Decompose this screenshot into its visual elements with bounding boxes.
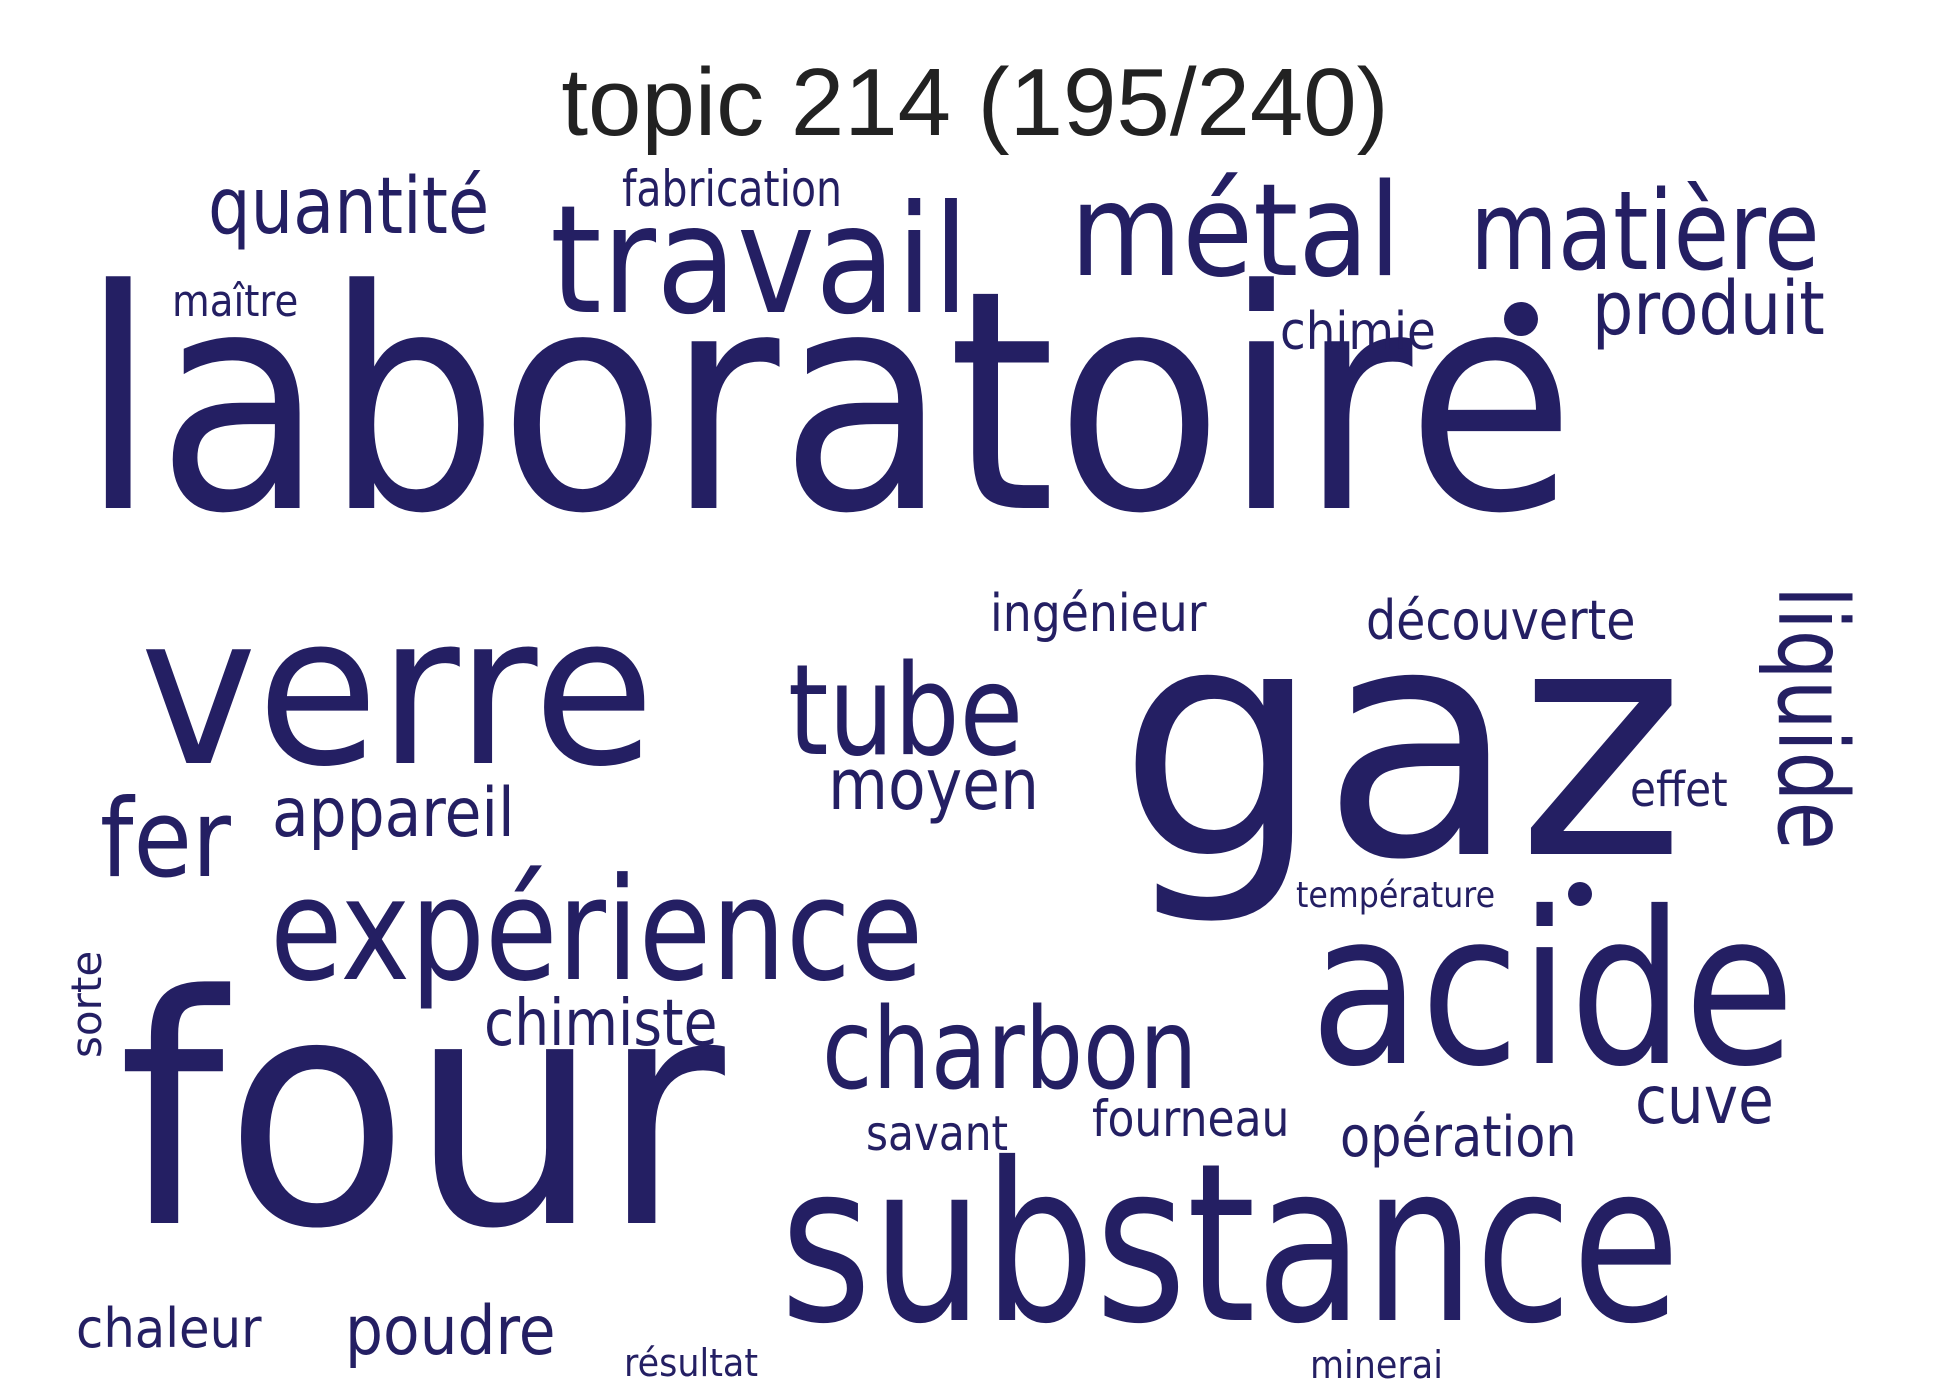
dot-mark (1568, 882, 1592, 906)
word-chimie: chimie (1280, 302, 1436, 362)
word-gaz: gaz (1118, 558, 1686, 930)
word-sorte: sorte (62, 950, 111, 1058)
word-resultat: résultat (624, 1341, 759, 1385)
word-moyen: moyen (828, 744, 1040, 826)
word-temperature: température (1296, 875, 1496, 916)
word-fer: fer (100, 777, 232, 902)
word-decouverte: découverte (1366, 589, 1636, 652)
word-liquide: liquide (1756, 586, 1868, 850)
word-chimiste: chimiste (484, 987, 718, 1061)
word-maitre: maître (172, 276, 299, 327)
page-title: topic 214 (195/240) (561, 49, 1389, 156)
word-poudre: poudre (345, 1292, 556, 1371)
word-minerai: minerai (1310, 1343, 1443, 1387)
word-matiere: matière (1470, 167, 1820, 295)
word-charbon: charbon (822, 985, 1198, 1115)
word-produit: produit (1592, 266, 1825, 352)
word-four: four (118, 928, 725, 1298)
word-acide: acide (1310, 866, 1795, 1113)
word-substance: substance (780, 1116, 1681, 1372)
word-tube: tube (788, 637, 1024, 784)
word-laboratoire: laboratoire (80, 225, 1576, 580)
word-savant: savant (866, 1106, 1009, 1162)
word-cuve: cuve (1635, 1062, 1774, 1139)
word-fourneau: fourneau (1092, 1090, 1290, 1148)
word-metal: métal (1070, 157, 1401, 306)
word-chaleur: chaleur (76, 1297, 262, 1360)
word-travail: travail (550, 174, 970, 348)
word-verre: verre (140, 571, 655, 813)
word-experience: expérience (270, 848, 924, 1013)
word-quantite: quantité (208, 162, 490, 252)
dot-mark (1504, 302, 1538, 336)
word-fabrication: fabrication (622, 160, 843, 218)
word-appareil: appareil (272, 774, 515, 853)
word-operation: opération (1340, 1105, 1577, 1170)
word-effet: effet (1630, 762, 1728, 818)
word-ingenieur: ingénieur (990, 584, 1207, 644)
